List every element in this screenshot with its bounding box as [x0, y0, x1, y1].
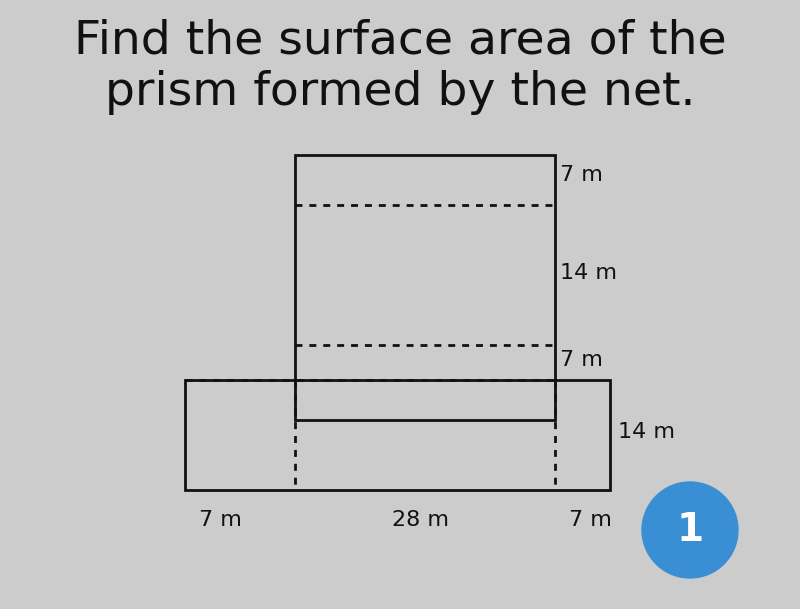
Text: 7 m: 7 m [560, 350, 603, 370]
Bar [185, 380, 610, 490]
Text: Find the surface area of the: Find the surface area of the [74, 18, 726, 63]
Text: 14 m: 14 m [618, 422, 675, 442]
Text: 7 m: 7 m [569, 510, 611, 530]
Text: prism formed by the net.: prism formed by the net. [105, 70, 695, 115]
Text: 1: 1 [677, 511, 703, 549]
Text: 7 m: 7 m [560, 165, 603, 185]
Circle shape [642, 482, 738, 578]
Text: 7 m: 7 m [198, 510, 242, 530]
Text: 28 m: 28 m [391, 510, 449, 530]
Text: 14 m: 14 m [560, 263, 617, 283]
Bar [295, 155, 555, 420]
